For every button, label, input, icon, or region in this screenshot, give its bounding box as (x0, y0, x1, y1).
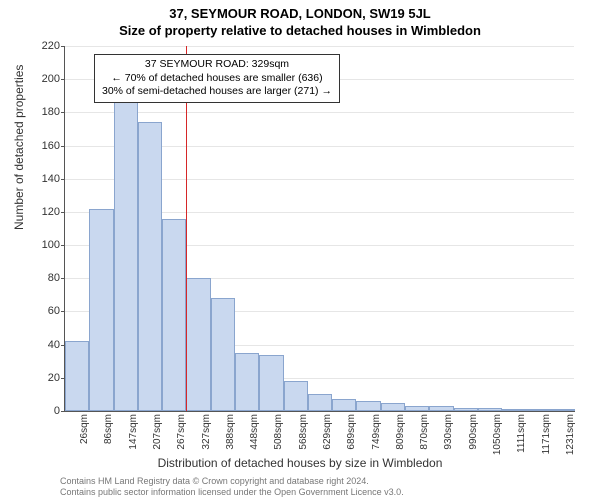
xtick-label: 1231sqm (565, 414, 576, 455)
histogram-bar (186, 278, 210, 411)
xtick-label: 508sqm (273, 414, 284, 450)
chart-area: 020406080100120140160180200220 26sqm86sq… (64, 46, 574, 411)
footer-line1: Contains HM Land Registry data © Crown c… (60, 476, 369, 486)
ytick-mark (61, 245, 65, 246)
xtick-label: 990sqm (468, 414, 479, 450)
histogram-bar (454, 408, 478, 411)
histogram-bar (478, 408, 502, 411)
histogram-bar (381, 403, 405, 411)
y-axis-label: Number of detached properties (12, 65, 26, 230)
xtick-label: 1111sqm (516, 414, 527, 453)
xtick-label: 207sqm (152, 414, 163, 450)
xtick-label: 388sqm (225, 414, 236, 450)
xtick-label: 1050sqm (492, 414, 503, 455)
xtick-label: 327sqm (201, 414, 212, 450)
footer-line2: Contains public sector information licen… (60, 487, 404, 497)
histogram-bar (526, 409, 550, 411)
ytick-mark (61, 212, 65, 213)
histogram-bar (114, 99, 138, 411)
xtick-label: 568sqm (298, 414, 309, 450)
ytick-mark (61, 79, 65, 80)
ytick-label: 180 (30, 106, 60, 118)
ytick-label: 120 (30, 206, 60, 218)
ytick-label: 80 (30, 272, 60, 284)
chart-container: 37, SEYMOUR ROAD, LONDON, SW19 5JL Size … (0, 0, 600, 500)
ytick-label: 160 (30, 140, 60, 152)
xtick-label: 448sqm (249, 414, 260, 450)
histogram-bar (551, 409, 575, 411)
xtick-label: 749sqm (371, 414, 382, 450)
annotation-box: 37 SEYMOUR ROAD: 329sqm ← 70% of detache… (94, 54, 340, 103)
histogram-bar (65, 341, 89, 411)
histogram-bar (138, 122, 162, 411)
ytick-label: 0 (30, 405, 60, 417)
ytick-label: 100 (30, 239, 60, 251)
ytick-label: 60 (30, 305, 60, 317)
ytick-mark (61, 146, 65, 147)
xtick-label: 870sqm (419, 414, 430, 450)
histogram-bar (259, 355, 283, 411)
annotation-line1: 37 SEYMOUR ROAD: 329sqm (145, 58, 289, 70)
histogram-bar (284, 381, 308, 411)
histogram-bar (162, 219, 186, 411)
xtick-label: 629sqm (322, 414, 333, 450)
footer-attribution: Contains HM Land Registry data © Crown c… (60, 476, 404, 498)
histogram-bar (308, 394, 332, 411)
ytick-label: 200 (30, 73, 60, 85)
x-axis-label: Distribution of detached houses by size … (0, 456, 600, 470)
ytick-mark (61, 46, 65, 47)
ytick-label: 20 (30, 372, 60, 384)
ytick-mark (61, 411, 65, 412)
xtick-label: 1171sqm (541, 414, 552, 454)
annotation-line3: 30% of semi-detached houses are larger (… (102, 85, 332, 97)
xtick-label: 809sqm (395, 414, 406, 450)
histogram-bar (429, 406, 453, 411)
ytick-label: 220 (30, 40, 60, 52)
ytick-label: 140 (30, 173, 60, 185)
histogram-bar (211, 298, 235, 411)
histogram-bar (356, 401, 380, 411)
ytick-label: 40 (30, 339, 60, 351)
histogram-bar (235, 353, 259, 411)
histogram-bar (332, 399, 356, 411)
ytick-mark (61, 311, 65, 312)
page-title: 37, SEYMOUR ROAD, LONDON, SW19 5JL (0, 0, 600, 21)
ytick-mark (61, 179, 65, 180)
histogram-bar (502, 409, 526, 411)
xtick-label: 267sqm (176, 414, 187, 450)
xtick-label: 147sqm (128, 414, 139, 450)
annotation-line2: ← 70% of detached houses are smaller (63… (111, 72, 322, 84)
xtick-label: 26sqm (79, 414, 90, 444)
xtick-label: 86sqm (103, 414, 114, 444)
ytick-mark (61, 278, 65, 279)
xtick-label: 689sqm (346, 414, 357, 450)
histogram-bar (89, 209, 113, 411)
histogram-bar (405, 406, 429, 411)
page-subtitle: Size of property relative to detached ho… (0, 21, 600, 38)
ytick-mark (61, 112, 65, 113)
xtick-label: 930sqm (443, 414, 454, 450)
